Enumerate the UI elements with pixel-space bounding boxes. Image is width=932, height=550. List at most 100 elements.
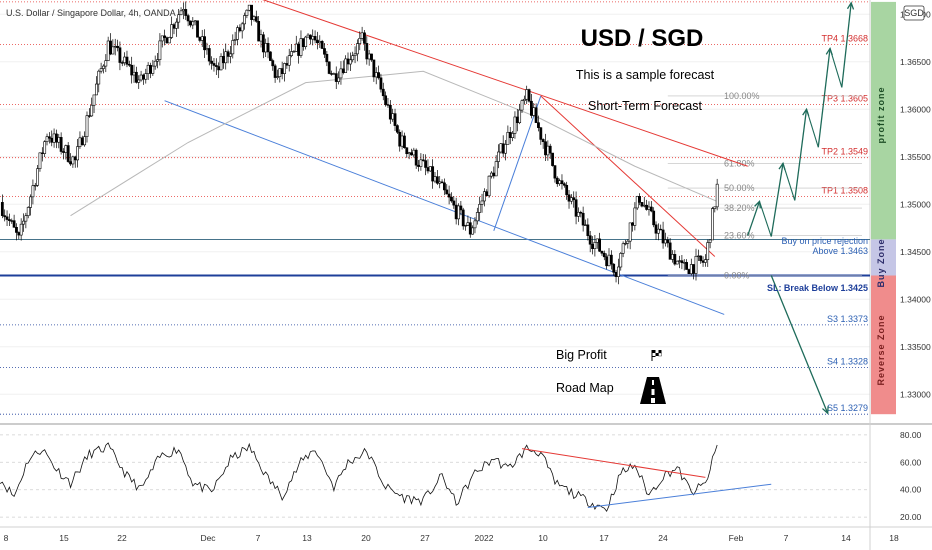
candle-body xyxy=(62,151,65,153)
forecast-up-arrow xyxy=(841,2,852,88)
candle-body xyxy=(435,176,439,184)
candle-body xyxy=(132,71,136,76)
rsi-pane xyxy=(0,434,870,518)
time-tick-label: 24 xyxy=(658,533,668,543)
candle-body xyxy=(182,9,185,12)
forecast-up-arrow-head xyxy=(846,1,855,10)
currency-badge[interactable]: SGD xyxy=(904,8,924,18)
time-tick-label: 27 xyxy=(420,533,430,543)
candle-body xyxy=(139,74,143,81)
candle-body xyxy=(151,65,155,74)
red-trendline xyxy=(262,0,748,167)
candle-body xyxy=(266,43,270,53)
candle-body xyxy=(708,239,712,243)
blue-trendline xyxy=(493,95,542,232)
price-tick-label: 1.36500 xyxy=(900,57,931,67)
candle-body xyxy=(85,115,89,137)
candle-body xyxy=(614,271,618,277)
candle-body xyxy=(384,95,388,105)
rsi-blue-trendline xyxy=(587,483,772,509)
candle-body xyxy=(113,45,117,48)
forecast-up-arrow xyxy=(747,201,761,236)
candle-body xyxy=(675,260,679,265)
candle-body xyxy=(628,222,632,242)
candle-body xyxy=(450,196,453,202)
candle-body xyxy=(544,141,547,156)
candle-body xyxy=(395,125,399,133)
candle-body xyxy=(351,55,355,61)
time-tick-label: 22 xyxy=(117,533,127,543)
candle-body xyxy=(640,202,644,207)
buy-note-line1: Buy on price rejection xyxy=(781,236,868,246)
candle-body xyxy=(372,59,376,78)
candle-body xyxy=(433,176,437,182)
candle-body xyxy=(666,239,670,244)
rsi-tick-label: 80.00 xyxy=(900,430,922,440)
candle-body xyxy=(673,254,677,265)
reverse-zone-band xyxy=(871,275,896,415)
candle-body xyxy=(214,65,218,67)
candle-body xyxy=(308,34,312,40)
fib-label: 0.00% xyxy=(724,271,750,281)
candle-body xyxy=(654,224,658,234)
candle-body xyxy=(560,180,564,185)
candle-body xyxy=(485,191,489,197)
candle-body xyxy=(428,166,432,172)
candle-body xyxy=(3,215,7,218)
reverse-down-arrow-head xyxy=(822,406,829,415)
candle-body xyxy=(541,139,545,142)
candle-body xyxy=(551,152,554,166)
candle-body xyxy=(482,191,486,202)
candle-body xyxy=(8,219,11,221)
candle-body xyxy=(348,59,352,65)
time-tick-label: 13 xyxy=(302,533,312,543)
candle-body xyxy=(664,239,667,244)
buy-zone-label: Buy Zone xyxy=(876,238,886,287)
candle-body xyxy=(513,116,517,134)
candle-body xyxy=(515,116,519,124)
candle-body xyxy=(189,20,192,26)
candle-body xyxy=(424,160,427,168)
rsi-tick-label: 40.00 xyxy=(900,485,922,495)
candle-body xyxy=(530,100,533,116)
candle-body xyxy=(652,210,656,226)
candle-body xyxy=(287,55,291,66)
candle-body xyxy=(156,59,159,62)
candle-body xyxy=(426,167,430,172)
candle-body xyxy=(360,32,364,39)
candle-body xyxy=(229,53,232,57)
candle-body xyxy=(167,37,171,44)
currency-badge-frame[interactable] xyxy=(903,5,925,21)
forecast-type-label: Short-Term Forecast xyxy=(588,99,702,113)
candle-body xyxy=(205,48,209,51)
candle-body xyxy=(109,40,112,55)
red-trendline xyxy=(540,95,716,257)
candle-body xyxy=(537,122,540,128)
candle-body xyxy=(490,172,493,177)
blue-trendline xyxy=(164,100,725,315)
forecast-pullback xyxy=(805,109,819,148)
candle-body xyxy=(247,4,251,11)
candle-body xyxy=(706,242,710,260)
candle-body xyxy=(527,89,531,102)
candle-body xyxy=(461,209,465,227)
candle-body xyxy=(83,136,87,146)
time-tick-label: 15 xyxy=(59,533,69,543)
candle-body xyxy=(414,149,418,166)
candle-body xyxy=(69,161,72,165)
time-tick-label: 8 xyxy=(4,533,9,543)
candle-body xyxy=(254,16,258,22)
forecast-pullback xyxy=(782,163,796,201)
candle-body xyxy=(301,38,305,47)
candle-body xyxy=(341,68,345,73)
candle-body xyxy=(193,20,197,23)
candle-body xyxy=(464,224,467,227)
candle-body xyxy=(325,53,329,63)
candle-body xyxy=(203,36,206,51)
support-level-label: S3 1.3373 xyxy=(827,314,868,324)
candle-body xyxy=(97,70,101,85)
candle-body xyxy=(327,61,331,74)
candle-body xyxy=(172,24,176,29)
candle-body xyxy=(217,66,221,71)
candle-body xyxy=(391,113,395,120)
